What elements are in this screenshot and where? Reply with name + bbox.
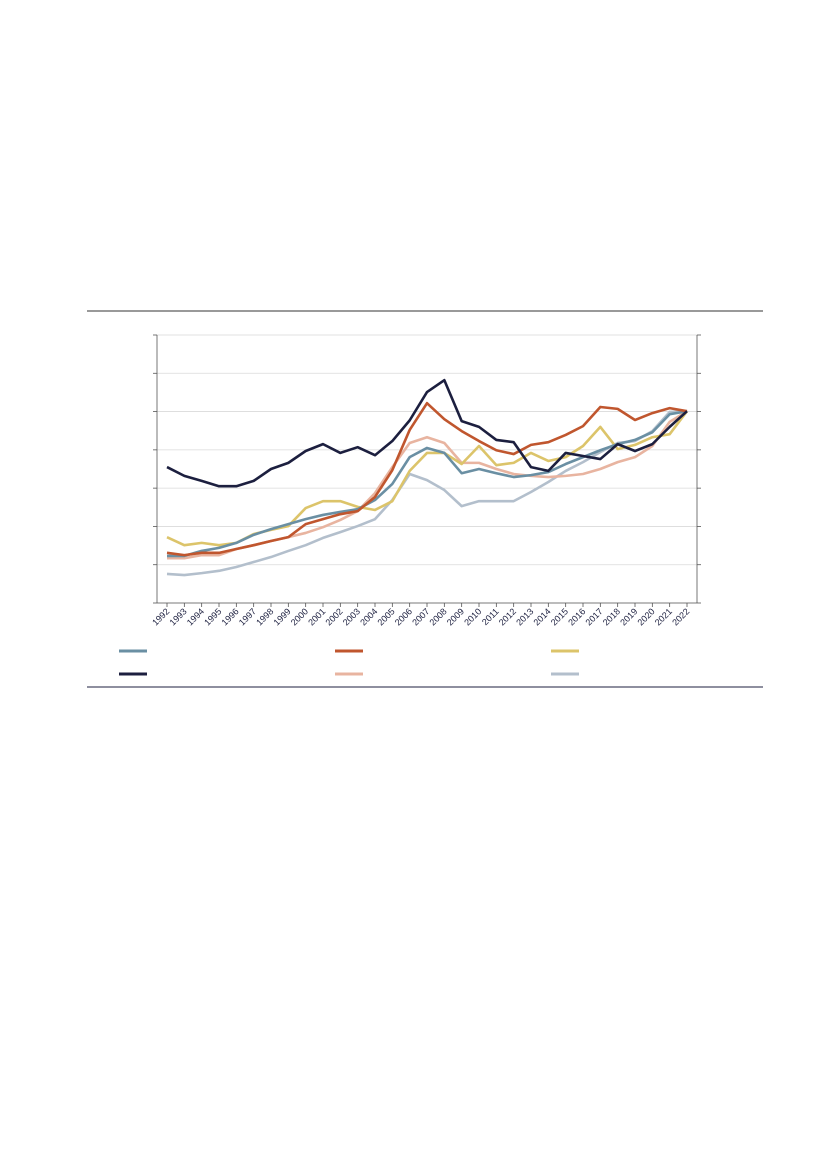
x-tick-label: 2011 (480, 606, 501, 627)
x-tick-label: 2013 (514, 606, 535, 627)
x-tick-label: 1998 (254, 606, 275, 627)
x-tick-label: 2003 (341, 606, 362, 627)
x-tick-label: 1994 (185, 606, 206, 627)
series-line (166, 401, 688, 557)
series-line (166, 409, 688, 577)
x-tick-label: 2022 (670, 606, 691, 627)
x-tick-label: 1993 (168, 606, 189, 627)
x-tick-label: 1996 (220, 606, 241, 627)
x-tick-label: 1992 (150, 606, 171, 627)
x-tick-label: 1995 (202, 606, 223, 627)
series-line (167, 409, 688, 558)
x-tick-label: 2018 (601, 606, 622, 627)
x-tick-label: 2014 (532, 606, 553, 627)
x-tick-label: 2005 (376, 606, 397, 627)
x-tick-label: 2015 (549, 606, 570, 627)
x-tick-label: 2009 (445, 606, 466, 627)
x-tick-label: 2010 (462, 606, 483, 627)
x-tick-label: 2007 (410, 606, 431, 627)
x-tick-label: 2006 (393, 606, 414, 627)
x-tick-label: 2017 (584, 606, 605, 627)
x-tick-label: 2016 (566, 606, 587, 627)
series-line (166, 410, 689, 547)
x-tick-label: 2008 (428, 606, 449, 627)
x-tick-label: 2019 (618, 606, 639, 627)
x-tick-label: 1999 (272, 606, 293, 627)
x-tick-label: 2004 (358, 606, 379, 627)
x-tick-label: 2020 (636, 606, 657, 627)
x-tick-label: 2000 (289, 606, 310, 627)
x-tick-label: 2001 (306, 606, 327, 627)
x-tick-label: 2002 (324, 606, 345, 627)
x-tick-label: 2012 (497, 606, 518, 627)
x-tick-label: 1997 (237, 606, 258, 627)
x-tick-label: 2021 (653, 606, 674, 627)
series-line (166, 378, 688, 488)
